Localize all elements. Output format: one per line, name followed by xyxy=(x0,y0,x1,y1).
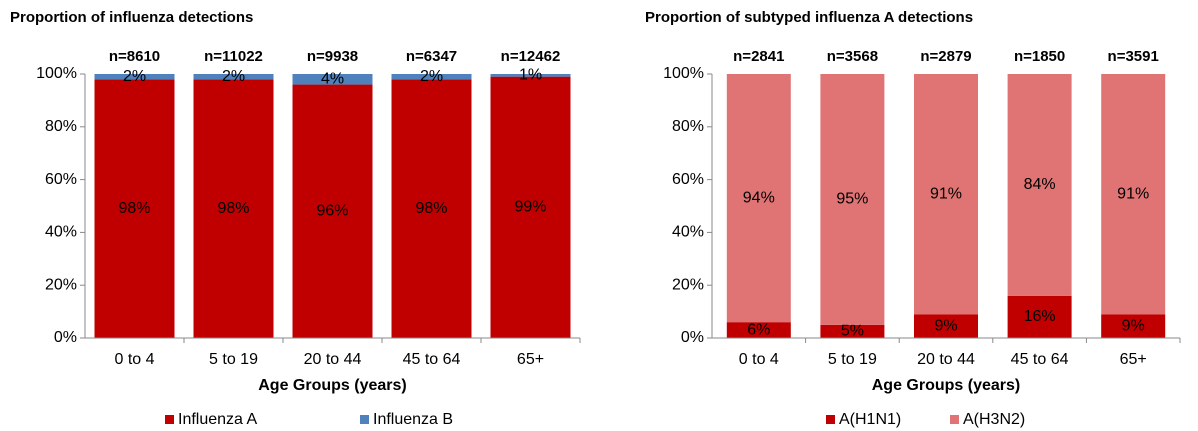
x-tick-label: 65+ xyxy=(1120,351,1147,368)
y-tick-label: 100% xyxy=(663,65,704,82)
data-label: 91% xyxy=(930,185,962,202)
bar-segment xyxy=(391,74,472,80)
chart-title: Proportion of subtyped influenza A detec… xyxy=(645,9,973,26)
legend-label: Influenza A xyxy=(178,411,258,428)
bar-annotation: n=6347 xyxy=(406,48,457,65)
bar-annotation: n=2841 xyxy=(733,48,784,65)
y-tick-label: 100% xyxy=(36,65,77,82)
data-label: 5% xyxy=(841,323,864,340)
bar-segment xyxy=(914,314,978,338)
x-tick-label: 20 to 44 xyxy=(304,351,362,368)
bar-segment xyxy=(94,74,175,80)
x-tick-label: 65+ xyxy=(517,351,544,368)
bar-annotation: n=3591 xyxy=(1108,48,1159,65)
bar-segment xyxy=(1101,314,1166,338)
x-axis-label: Age Groups (years) xyxy=(872,377,1020,394)
data-label: 98% xyxy=(415,200,447,217)
bar-segment xyxy=(1007,74,1072,296)
x-tick-label: 5 to 19 xyxy=(828,351,877,368)
bar-segment xyxy=(726,322,791,338)
data-label: 96% xyxy=(316,202,348,219)
y-tick-label: 0% xyxy=(54,329,77,346)
legend-swatch xyxy=(165,415,174,424)
legend-swatch xyxy=(826,415,835,424)
legend-swatch xyxy=(360,415,369,424)
data-label: 2% xyxy=(123,68,146,85)
data-label: 91% xyxy=(1117,185,1149,202)
bar-segment xyxy=(94,79,175,338)
bar-segment xyxy=(914,74,978,315)
x-tick-label: 0 to 4 xyxy=(739,351,779,368)
data-label: 99% xyxy=(514,199,546,216)
bar-segment xyxy=(193,79,274,338)
bar-segment xyxy=(490,76,571,338)
bar-annotation: n=12462 xyxy=(501,48,561,65)
bar-annotation: n=8610 xyxy=(109,48,160,65)
y-tick-label: 60% xyxy=(672,171,704,188)
chart-title: Proportion of influenza detections xyxy=(10,9,253,26)
legend-label: Influenza B xyxy=(373,411,453,428)
y-tick-label: 0% xyxy=(681,329,704,346)
data-label: 4% xyxy=(321,70,344,87)
bar-segment xyxy=(490,74,571,77)
bar-annotation: n=2879 xyxy=(920,48,971,65)
y-tick-label: 20% xyxy=(45,276,77,293)
bar-annotation: n=1850 xyxy=(1014,48,1065,65)
x-tick-label: 20 to 44 xyxy=(917,351,975,368)
bar-segment xyxy=(1101,74,1166,315)
bar-segment xyxy=(292,74,373,85)
x-tick-label: 45 to 64 xyxy=(1011,351,1069,368)
x-tick-label: 5 to 19 xyxy=(209,351,258,368)
bar-segment xyxy=(292,84,373,338)
data-label: 95% xyxy=(836,191,868,208)
data-label: 9% xyxy=(934,317,957,334)
y-tick-label: 20% xyxy=(672,276,704,293)
data-label: 9% xyxy=(1122,317,1145,334)
bar-annotation: n=3568 xyxy=(827,48,878,65)
data-label: 2% xyxy=(222,68,245,85)
data-label: 6% xyxy=(747,321,770,338)
x-axis-label: Age Groups (years) xyxy=(258,377,406,394)
bar-segment xyxy=(1007,295,1072,338)
bar-segment xyxy=(391,79,472,338)
legend-label: A(H3N2) xyxy=(963,411,1025,428)
data-label: 98% xyxy=(118,200,150,217)
data-label: 1% xyxy=(519,67,542,84)
y-tick-label: 40% xyxy=(45,224,77,241)
y-tick-label: 80% xyxy=(45,118,77,135)
bar-annotation: n=11022 xyxy=(204,48,263,65)
bar-segment xyxy=(193,74,274,80)
y-tick-label: 80% xyxy=(672,118,704,135)
data-label: 94% xyxy=(743,189,775,206)
x-tick-label: 0 to 4 xyxy=(114,351,154,368)
legend-label: A(H1N1) xyxy=(839,411,901,428)
bar-segment xyxy=(726,74,791,323)
bar-annotation: n=9938 xyxy=(307,48,358,65)
data-label: 16% xyxy=(1024,308,1056,325)
data-label: 84% xyxy=(1024,176,1056,193)
bar-segment xyxy=(820,74,885,325)
bar-segment xyxy=(820,324,885,338)
x-tick-label: 45 to 64 xyxy=(403,351,461,368)
y-tick-label: 40% xyxy=(672,224,704,241)
y-tick-label: 60% xyxy=(45,171,77,188)
data-label: 98% xyxy=(217,200,249,217)
data-label: 2% xyxy=(420,68,443,85)
legend-swatch xyxy=(950,415,959,424)
